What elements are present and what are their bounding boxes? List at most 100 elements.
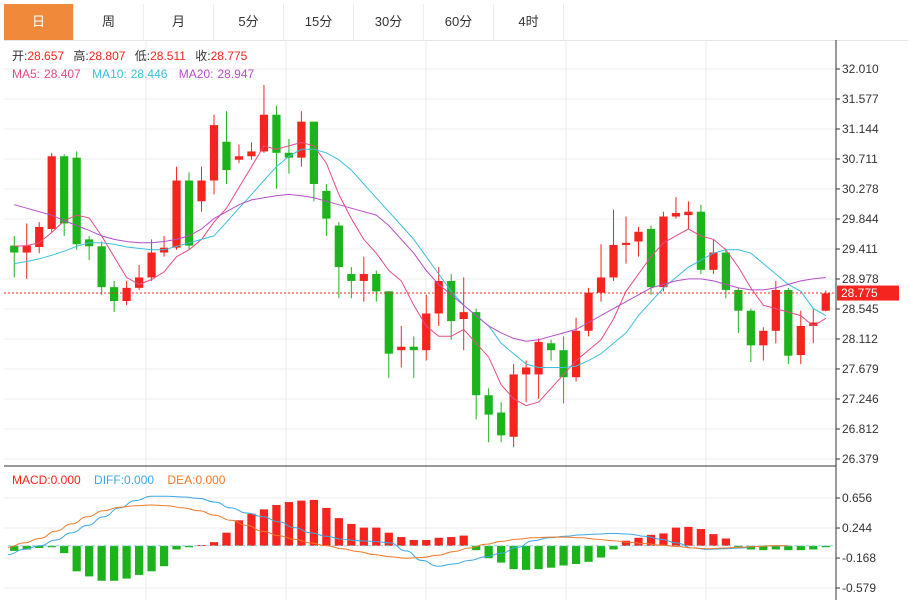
candle-body [372,274,381,292]
open-label: 开: [12,49,27,63]
macd-bar [97,545,106,581]
macd-bar [85,545,94,577]
candle-body [472,312,481,396]
diff-line [7,495,788,567]
tab-month[interactable]: 月 [144,4,214,40]
macd-bar [334,518,343,546]
macd-tick-label: 0.656 [842,491,872,505]
macd-bar [47,545,56,548]
candle-body [546,343,556,351]
dea-line [7,504,788,559]
tab-week[interactable]: 周 [74,4,144,40]
macd-bar [397,537,406,546]
candle-body [259,114,269,152]
high-label: 高: [73,48,88,63]
candle-body [209,125,219,181]
price-tick-label: 27.679 [842,362,879,376]
candle-body [459,312,468,320]
candle-body [284,152,294,158]
macd-bar [259,509,269,546]
macd-bar [509,545,518,570]
candle-body [22,245,31,253]
tab-60min[interactable]: 60分 [424,4,494,40]
macd-bar [159,545,169,567]
price-tick-label: 28.112 [842,332,878,346]
candle-body [247,151,256,157]
candle-body [771,289,780,331]
candle-body [734,289,743,311]
macd-bar [784,545,793,551]
macd-bar [709,534,718,546]
macd-bar [222,532,231,546]
macd-bar [184,545,194,548]
macd-bar [297,500,306,546]
candle-body [35,226,44,247]
candle-body [409,346,418,351]
macd-label: MACD: [12,473,51,487]
candle-body [172,180,181,248]
low-label: 低: [135,49,150,63]
tab-5min[interactable]: 5分 [214,4,284,40]
period-tab-bar: 日 周 月 5分 15分 30分 60分 4时 [4,4,908,41]
ma10-line [14,148,827,368]
candle-body [347,274,356,281]
macd-bar [172,545,181,550]
chart-grid [4,40,836,600]
ma20-line [14,193,826,342]
price-tick-label: 26.812 [842,422,879,436]
macd-bar [571,545,581,565]
macd-bar [247,513,256,546]
candle-body [272,114,281,153]
candle-body [534,341,543,375]
macd-histogram [8,499,836,581]
price-tick-label: 27.246 [842,392,879,406]
ma20-value: 28.947 [217,67,254,81]
candle-body [696,211,706,270]
candle-body [422,313,431,351]
ma5-label: MA5: [12,67,40,81]
macd-bar [459,535,468,546]
candle-body [197,180,206,202]
candle-body [297,121,306,158]
diff-label: DIFF: [94,473,124,487]
macd-bar [447,537,456,546]
tab-4hour[interactable]: 4时 [494,4,564,40]
candle-body [559,350,568,378]
macd-bar [621,540,631,546]
tab-15min[interactable]: 15分 [284,4,354,40]
macd-bar [759,545,768,551]
macd-bar [372,527,381,546]
candle-body [684,211,693,216]
macd-bar [434,537,443,546]
macd-bar [322,507,331,546]
price-tick-label: 28.978 [842,272,879,286]
candle-body [746,310,755,346]
candle-body [497,412,506,436]
macd-bar [60,545,69,554]
macd-bar [72,545,81,572]
macd-bar [721,538,730,546]
price-tick-label: 30.711 [842,152,878,166]
candle-body [134,277,144,288]
candle-body [671,213,681,217]
macd-bar [559,545,568,566]
macd-bar [234,520,244,546]
tab-30min[interactable]: 30分 [354,4,424,40]
candles [10,84,830,448]
macd-bar [609,545,618,550]
price-tick-label: 31.577 [842,92,879,106]
macd-bar [122,545,131,579]
ma-readout: MA5: 28.407 MA10: 28.446 MA20: 28.947 [12,67,255,81]
macd-bar [10,545,19,551]
macd-axis: 0.656 0.244 -0.168 -0.579 [836,491,876,595]
macd-bar [384,532,393,546]
macd-bar [497,545,506,563]
candle-body [809,322,818,326]
tab-day[interactable]: 日 [4,4,74,40]
price-tick-label: 29.411 [842,242,878,256]
last-price-label: 28.775 [841,286,878,300]
candle-body [634,231,643,242]
candle-body [484,395,493,415]
macd-readout: MACD:0.000 DIFF:0.000 DEA:0.000 [12,473,226,487]
